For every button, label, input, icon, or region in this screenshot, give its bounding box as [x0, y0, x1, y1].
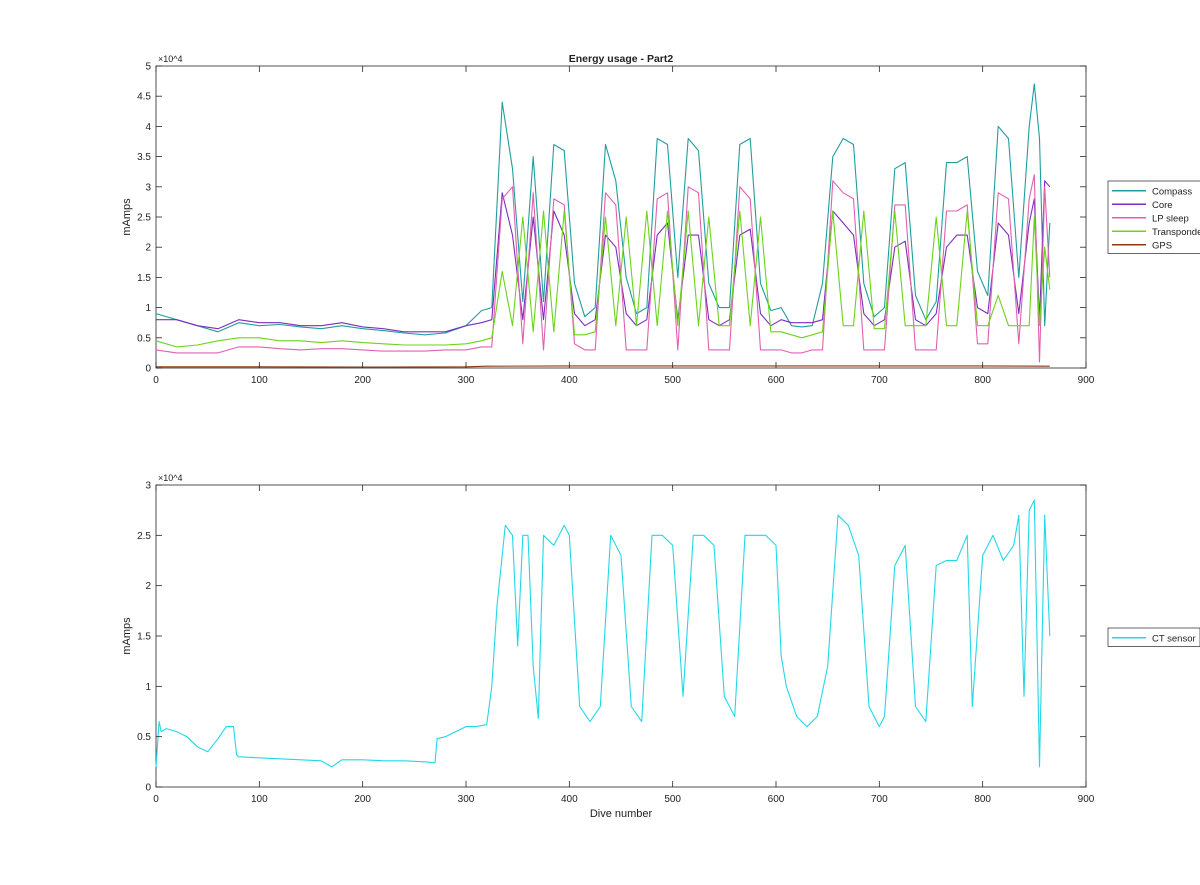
y-exponent: ×10^4: [158, 473, 183, 483]
x-tick-label: 400: [561, 375, 578, 386]
series-line-core: [156, 180, 1051, 333]
x-tick-label: 400: [561, 794, 578, 805]
y-tick-label: 3: [145, 481, 151, 492]
y-tick-label: 3: [145, 182, 151, 193]
x-tick-label: 900: [1078, 375, 1095, 386]
y-axis-ticks: 0 0.5 1 1.5 2 2.5 3 3.5 4 4.5 5: [137, 62, 1086, 375]
x-tick-label: 600: [768, 375, 785, 386]
legend-label: CT sensor: [1152, 633, 1196, 644]
x-tick-label: 300: [458, 375, 475, 386]
y-tick-label: 1.5: [137, 273, 151, 284]
legend-label: LP sleep: [1152, 213, 1189, 224]
y-tick-label: 0.5: [137, 333, 151, 344]
x-tick-label: 100: [251, 794, 268, 805]
chart-ct-sensor: 0 100 200 300 400 500 600 700 800 900 0 0.5 1 1.5 2 2.…: [121, 473, 1200, 820]
x-axis-ticks: 0 100 200 300 400 500 600 700 800 900: [153, 66, 1095, 386]
chart-title: Energy usage - Part2: [569, 53, 674, 65]
x-tick-label: 100: [251, 375, 268, 386]
x-axis-label: Dive number: [590, 808, 653, 820]
y-exponent: ×10^4: [158, 54, 183, 64]
series-line-compass: [155, 83, 1051, 336]
series-line-transponder: [155, 210, 1051, 348]
x-axis-ticks: 0 100 200 300 400 500 600 700 800 900: [153, 485, 1095, 805]
legend-label: Transponder: [1152, 227, 1200, 238]
x-tick-label: 500: [664, 375, 681, 386]
legend-label: GPS: [1152, 240, 1172, 251]
y-tick-label: 0: [145, 364, 151, 375]
x-tick-label: 200: [354, 794, 371, 805]
y-tick-label: 0.5: [137, 732, 151, 743]
x-tick-label: 800: [974, 794, 991, 805]
x-tick-label: 600: [768, 794, 785, 805]
x-tick-label: 700: [871, 375, 888, 386]
x-tick-label: 300: [458, 794, 475, 805]
legend-label: Core: [1152, 200, 1173, 211]
y-tick-label: 3.5: [137, 152, 151, 163]
legend: CT sensor: [1107, 627, 1200, 647]
y-tick-label: 2.5: [137, 531, 151, 542]
y-tick-label: 2: [145, 243, 151, 254]
y-axis-label: mAmps: [121, 617, 133, 655]
x-tick-label: 900: [1078, 794, 1095, 805]
y-tick-label: 0: [145, 783, 151, 794]
y-tick-label: 1: [145, 682, 151, 693]
series-group: [155, 83, 1051, 368]
x-tick-label: 500: [664, 794, 681, 805]
x-tick-label: 200: [354, 375, 371, 386]
y-tick-label: 2.5: [137, 213, 151, 224]
legend-label: Compass: [1152, 186, 1192, 197]
y-tick-label: 1: [145, 303, 151, 314]
series-line-ct-sensor: [155, 499, 1051, 768]
series-line-lp-sleep: [155, 174, 1051, 363]
y-axis-label: mAmps: [121, 198, 133, 236]
y-tick-label: 4.5: [137, 92, 151, 103]
y-tick-label: 4: [145, 122, 151, 133]
y-tick-label: 2: [145, 581, 151, 592]
y-tick-label: 5: [145, 62, 151, 73]
legend-box: [1107, 627, 1200, 647]
x-tick-label: 0: [153, 794, 159, 805]
y-axis-ticks: 0 0.5 1 1.5 2 2.5 3: [137, 481, 1086, 794]
y-tick-label: 1.5: [137, 632, 151, 643]
x-tick-label: 800: [974, 375, 991, 386]
x-tick-label: 700: [871, 794, 888, 805]
chart-energy-usage: Energy usage - Part2 0 100 200 300 400 500 600…: [121, 53, 1200, 386]
x-tick-label: 0: [153, 375, 159, 386]
legend: Compass Core LP sleep Transponder GPS: [1107, 180, 1200, 254]
series-group: [155, 499, 1051, 768]
